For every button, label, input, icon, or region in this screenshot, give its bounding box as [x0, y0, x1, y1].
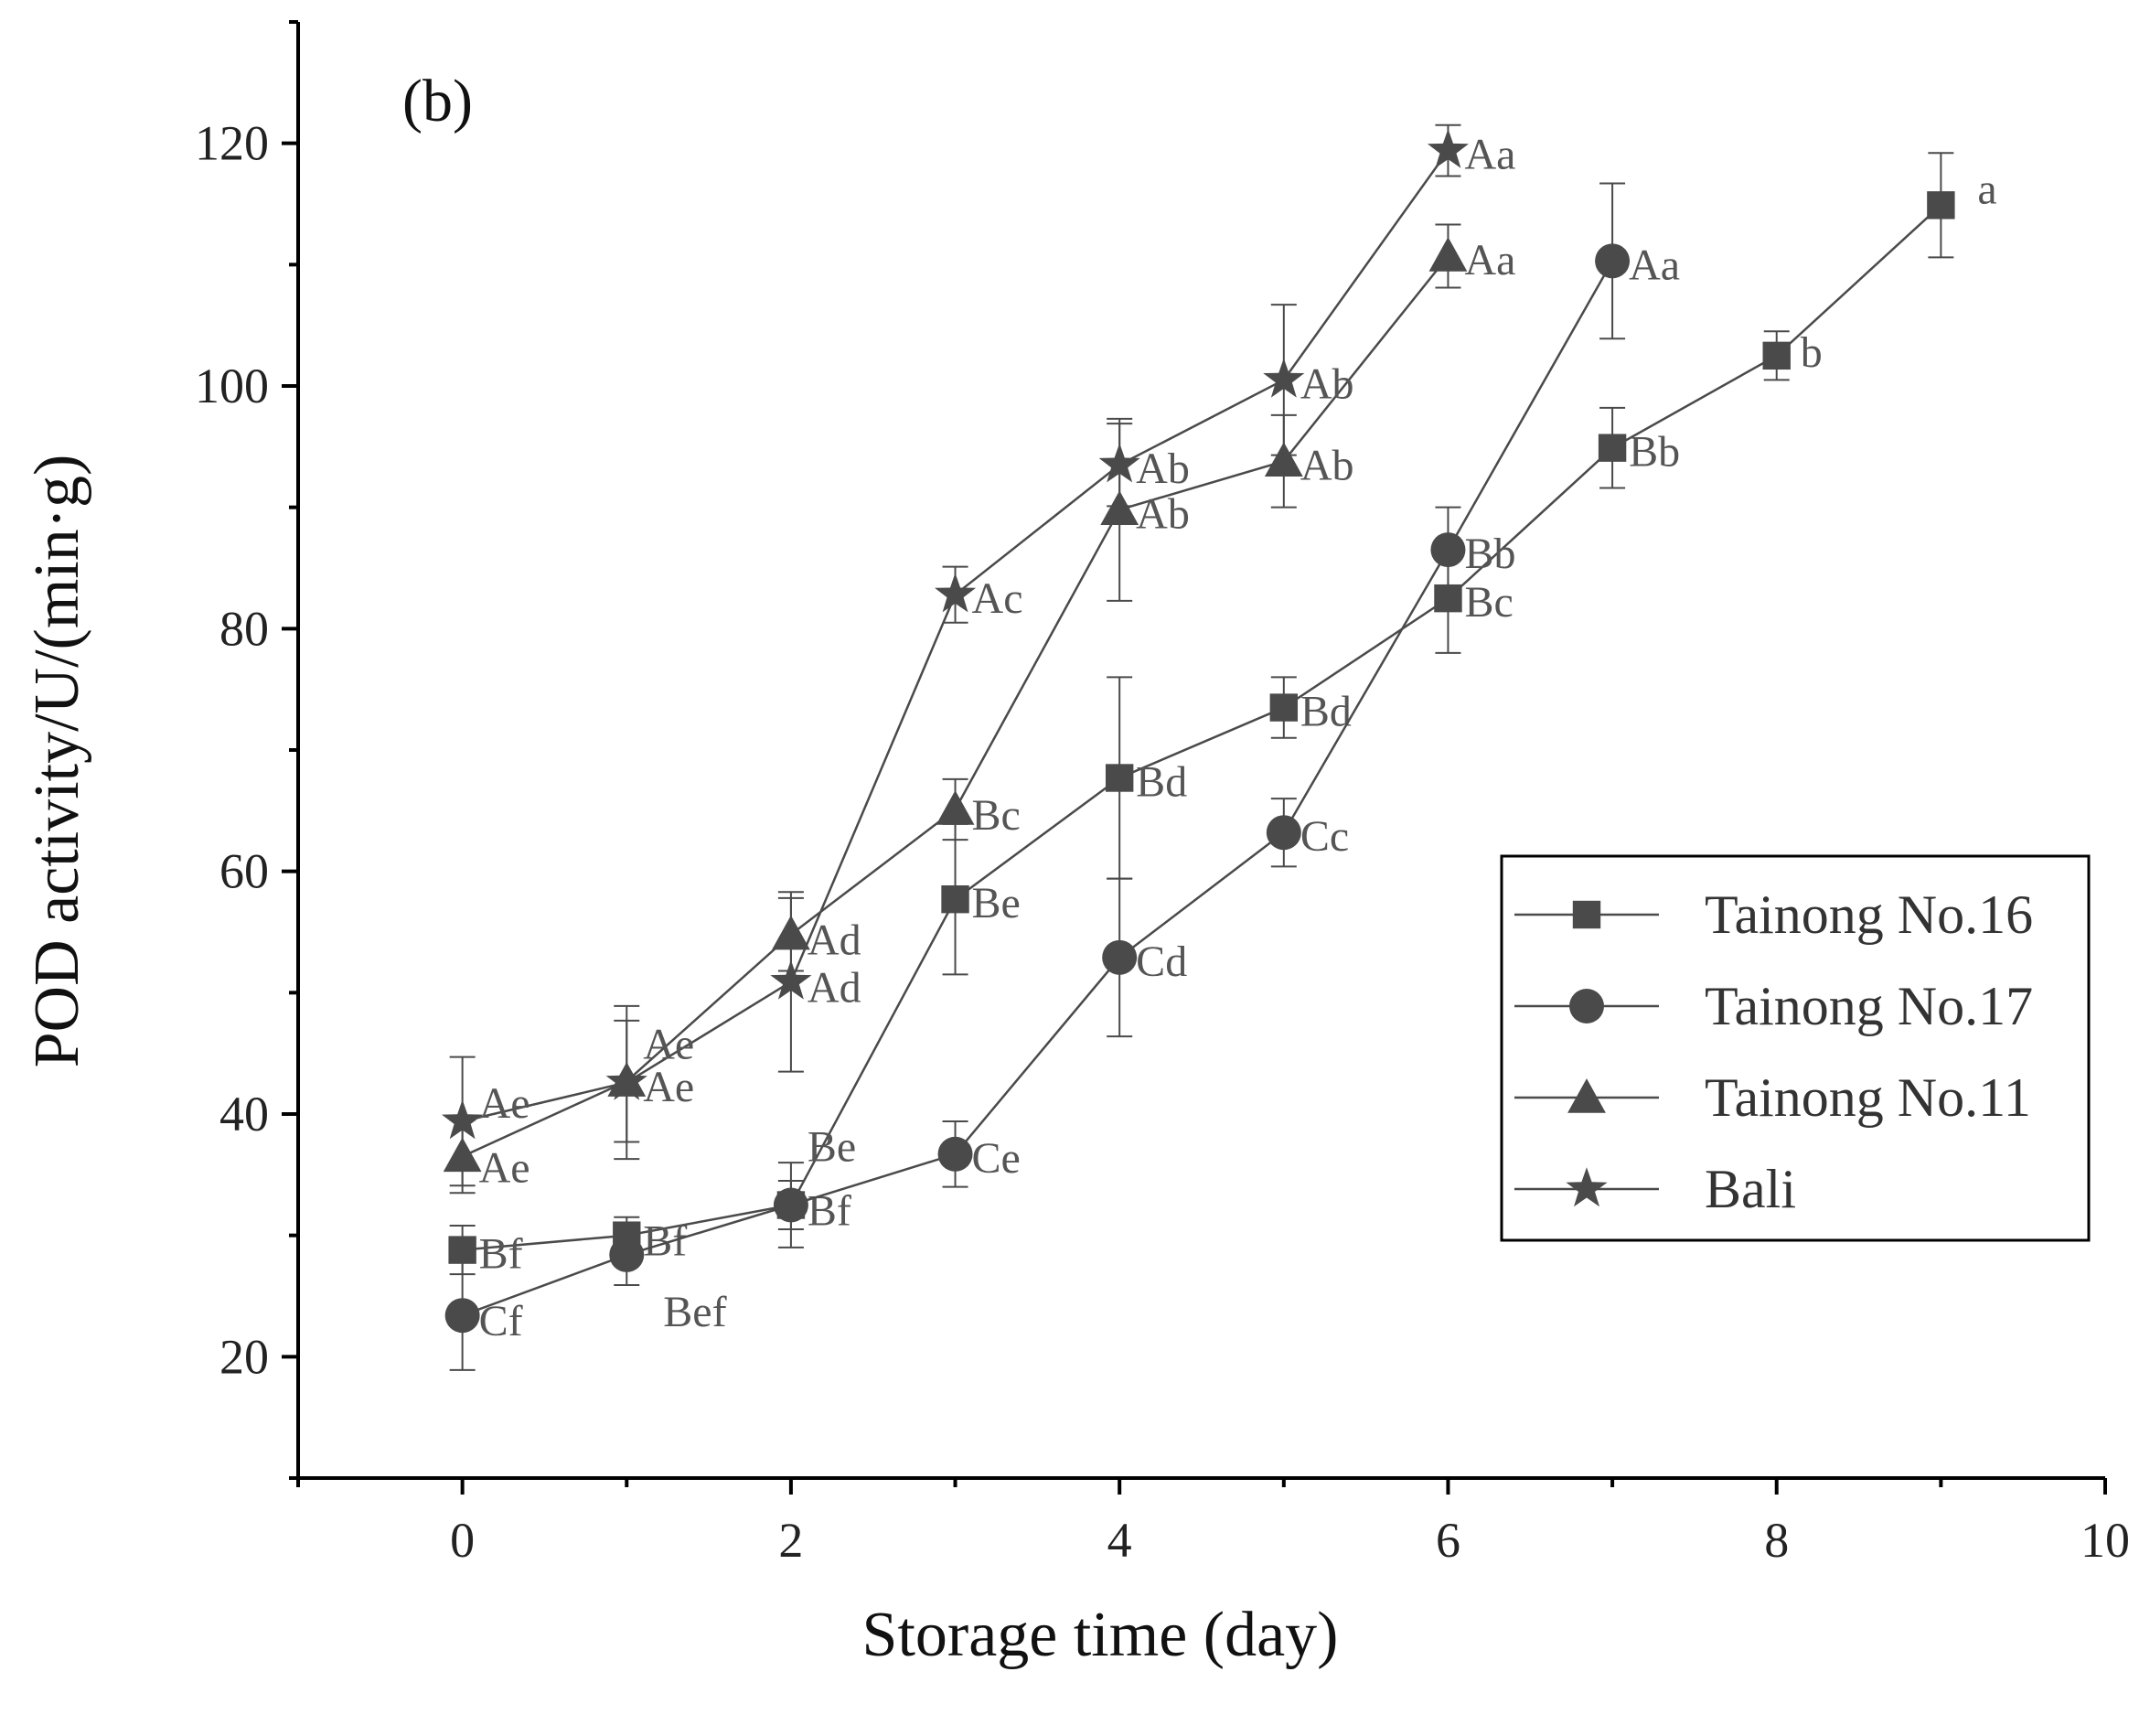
data-label: Be [972, 879, 1021, 927]
panel-label: (b) [402, 68, 473, 134]
x-tick-label: 0 [450, 1513, 475, 1568]
data-label: Ab [1136, 489, 1190, 538]
data-label: Ae [479, 1079, 530, 1128]
axes: 0 2 4 6 8 10 20 40 60 80 100 120 [195, 20, 2130, 1568]
data-label: a [1977, 165, 1996, 213]
x-axis-title: Storage time (day) [862, 1600, 1339, 1670]
data-point [773, 1187, 808, 1223]
data-point [1100, 490, 1139, 526]
data-point [1927, 191, 1955, 220]
data-label: Ae [643, 1021, 694, 1069]
data-label: Bc [1464, 578, 1513, 627]
data-point [941, 884, 969, 914]
legend-marker [1569, 989, 1604, 1023]
data-point [1269, 693, 1299, 722]
data-label: Bf [479, 1230, 523, 1279]
y-tick-label: 20 [219, 1329, 269, 1384]
data-point [770, 959, 812, 1000]
legend-label: Bali [1705, 1159, 1796, 1219]
x-tick-label: 8 [1764, 1513, 1789, 1568]
data-label: Cd [1136, 938, 1187, 986]
data-point [1598, 434, 1627, 462]
data-point [936, 790, 975, 825]
data-point [1762, 341, 1791, 370]
data-label: Bc [972, 791, 1021, 840]
data-point [448, 1236, 476, 1264]
x-tick-label: 2 [778, 1513, 803, 1568]
x-tick-label: 10 [2080, 1513, 2130, 1568]
data-label: Ad [808, 963, 861, 1012]
data-point [1430, 532, 1466, 568]
legend-label: Tainong No.17 [1705, 976, 2033, 1036]
x-tick-label: 6 [1436, 1513, 1460, 1568]
data-label: Bb [1629, 428, 1680, 477]
data-label: Bd [1136, 758, 1187, 807]
y-tick-label: 60 [219, 844, 269, 899]
legend: Tainong No.16 Tainong No.17 Tainong No.11 B… [1500, 854, 2091, 1242]
data-label: Ac [972, 574, 1023, 623]
data-label: Ce [972, 1134, 1021, 1183]
data-label: Cc [1300, 812, 1349, 861]
y-axis-title: POD activity/U/(min·g) [22, 455, 92, 1068]
data-point [1105, 764, 1134, 792]
data-point [1263, 358, 1305, 398]
data-point [937, 1136, 973, 1172]
data-label: Ae [479, 1143, 530, 1192]
y-tick-label: 120 [195, 116, 269, 171]
series-tainong-no-17: Cf Bef Be Ce Cd Cc Bb Aa [444, 182, 1680, 1371]
data-label: Ab [1300, 359, 1354, 408]
data-point [1266, 815, 1301, 851]
data-point [444, 1298, 480, 1334]
data-label: b [1801, 328, 1823, 377]
data-label: Ab [1136, 445, 1190, 493]
data-point [605, 1060, 647, 1100]
data-label: Aa [1629, 241, 1680, 289]
y-tick-label: 100 [195, 359, 269, 413]
data-point [609, 1237, 645, 1272]
data-point [1264, 442, 1303, 477]
legend-marker [1572, 900, 1601, 929]
series-line [462, 260, 1614, 1317]
series-line [462, 204, 1942, 1251]
data-point [1427, 128, 1469, 168]
y-tick-label: 80 [219, 601, 269, 656]
data-point [935, 573, 977, 613]
data-point [442, 1099, 484, 1140]
data-point [1428, 237, 1468, 272]
legend-label: Tainong No.16 [1705, 884, 2033, 945]
data-label: Aa [1464, 131, 1515, 179]
data-point [1102, 939, 1138, 975]
data-point [1595, 243, 1631, 279]
data-label: Cf [479, 1297, 523, 1345]
data-label: Ab [1300, 441, 1354, 489]
data-label: Be [808, 1123, 856, 1172]
data-label: Bf [808, 1187, 851, 1236]
y-tick-label: 40 [219, 1087, 269, 1141]
data-label: Bf [643, 1217, 687, 1266]
x-tick-label: 4 [1107, 1513, 1132, 1568]
data-label: Bd [1300, 688, 1352, 736]
legend-marker [1566, 1167, 1608, 1207]
data-label: Bb [1464, 530, 1515, 578]
data-point [1098, 443, 1140, 483]
legend-marker [1567, 1078, 1606, 1113]
data-label: Ae [643, 1063, 694, 1111]
legend-label: Tainong No.11 [1705, 1067, 2031, 1128]
data-label: Bef [663, 1288, 726, 1336]
series-line [462, 149, 1449, 1123]
data-label: Aa [1464, 236, 1515, 284]
